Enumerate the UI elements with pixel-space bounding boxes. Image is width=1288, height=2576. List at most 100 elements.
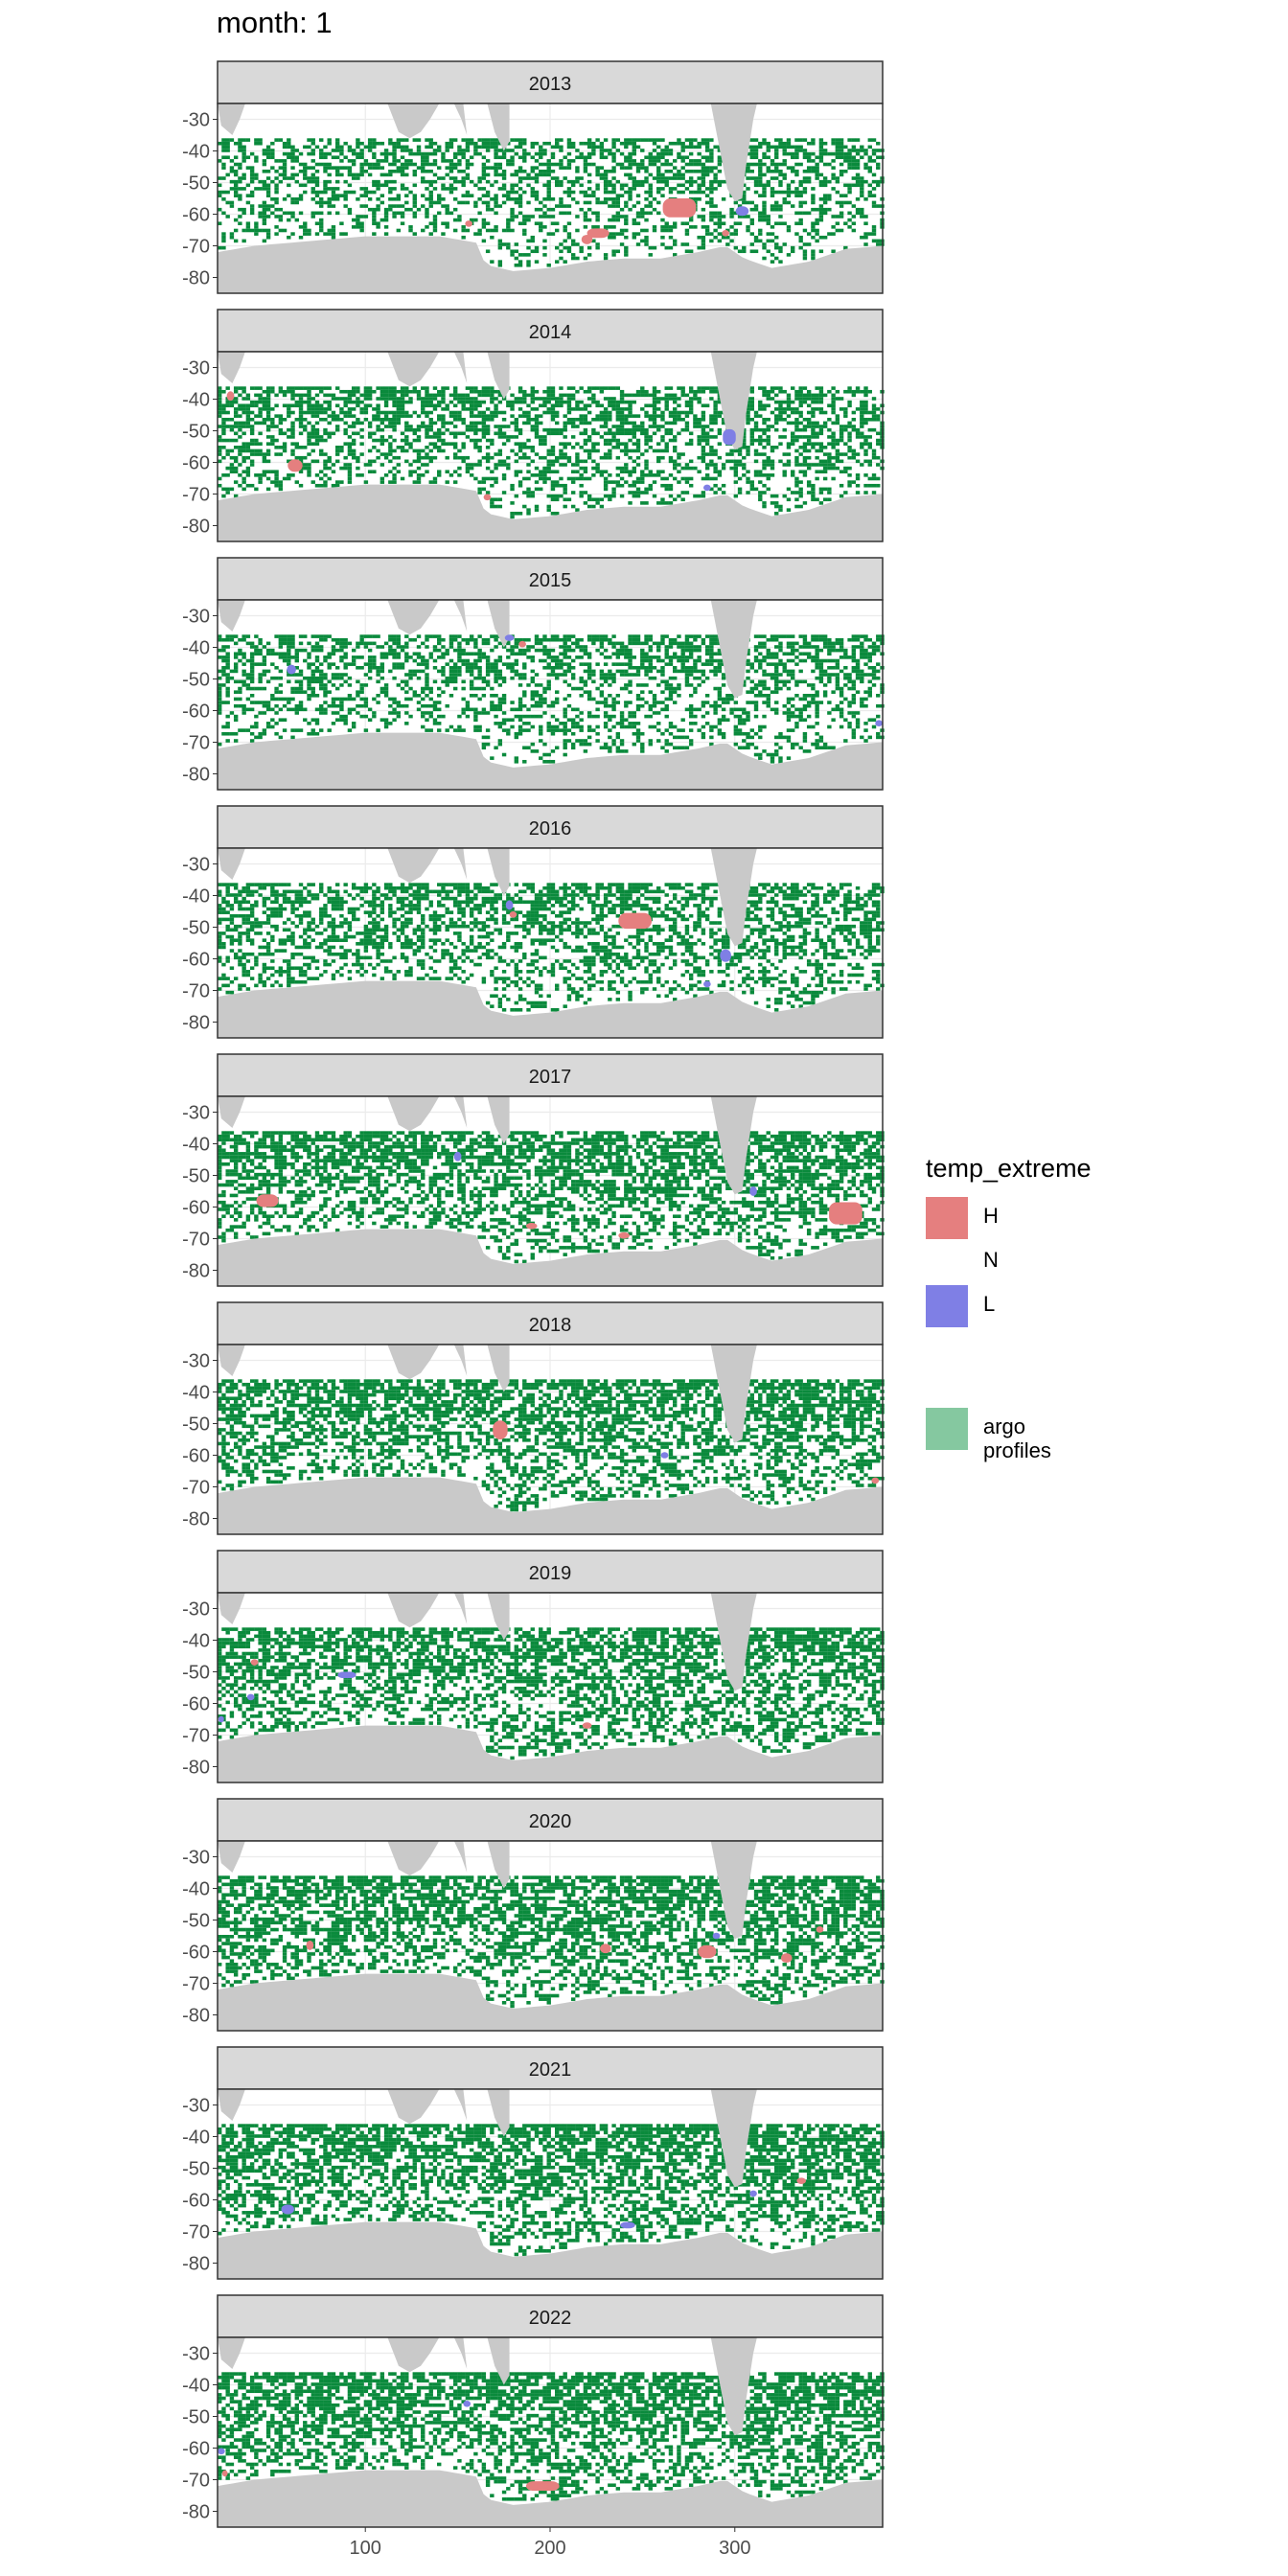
argo-cell bbox=[535, 488, 539, 492]
argo-cell bbox=[510, 516, 514, 519]
argo-cell bbox=[608, 397, 611, 401]
argo-cell bbox=[466, 194, 470, 197]
argo-cell bbox=[624, 394, 628, 398]
argo-cell bbox=[542, 240, 546, 243]
argo-cell bbox=[502, 463, 506, 467]
argo-cell bbox=[798, 386, 802, 390]
argo-cell bbox=[636, 477, 640, 481]
argo-cell bbox=[238, 698, 242, 702]
argo-cell bbox=[242, 449, 245, 453]
argo-cell bbox=[660, 236, 664, 240]
argo-cell bbox=[847, 138, 851, 142]
argo-cell bbox=[364, 159, 368, 163]
argo-cell bbox=[791, 470, 794, 473]
argo-cell bbox=[559, 242, 563, 246]
argo-cell bbox=[685, 180, 689, 184]
argo-cell bbox=[263, 670, 266, 674]
argo-cell bbox=[758, 470, 762, 473]
argo-cell bbox=[453, 418, 457, 422]
argo-cell bbox=[758, 403, 762, 407]
argo-cell bbox=[510, 149, 514, 152]
argo-cell bbox=[811, 491, 815, 494]
argo-cell bbox=[660, 411, 664, 415]
argo-cell bbox=[323, 467, 327, 471]
argo-cell bbox=[567, 460, 571, 464]
argo-cell bbox=[632, 236, 636, 240]
argo-cell bbox=[608, 452, 611, 456]
argo-cell bbox=[279, 708, 283, 712]
argo-cell bbox=[274, 480, 278, 484]
argo-cell bbox=[649, 138, 653, 142]
argo-cell bbox=[770, 208, 774, 212]
argo-cell bbox=[397, 411, 401, 415]
argo-cell bbox=[709, 232, 713, 236]
argo-cell bbox=[303, 677, 307, 680]
argo-cell bbox=[502, 173, 506, 177]
argo-cell bbox=[498, 425, 502, 428]
argo-cell bbox=[234, 690, 238, 694]
argo-cell bbox=[852, 428, 856, 432]
argo-cell bbox=[221, 138, 225, 142]
argo-cell bbox=[359, 170, 363, 173]
argo-cell bbox=[266, 204, 270, 208]
argo-cell bbox=[611, 146, 615, 150]
argo-cell bbox=[624, 470, 628, 473]
argo-cell bbox=[449, 394, 453, 398]
argo-cell bbox=[461, 407, 465, 411]
argo-cell bbox=[339, 701, 343, 704]
argo-cell bbox=[709, 452, 713, 456]
argo-cell bbox=[263, 204, 266, 208]
argo-cell bbox=[250, 403, 254, 407]
argo-cell bbox=[600, 176, 604, 180]
argo-cell bbox=[653, 176, 656, 180]
argo-cell bbox=[762, 246, 766, 250]
argo-cell bbox=[250, 670, 254, 674]
argo-cell bbox=[762, 191, 766, 195]
argo-cell bbox=[319, 191, 323, 195]
argo-cell bbox=[811, 257, 815, 261]
argo-cell bbox=[713, 236, 717, 240]
argo-cell bbox=[591, 394, 595, 398]
argo-cell bbox=[542, 480, 546, 484]
argo-cell bbox=[571, 425, 575, 428]
argo-cell bbox=[742, 456, 746, 460]
argo-cell bbox=[437, 390, 441, 394]
argo-cell bbox=[270, 180, 274, 184]
argo-cell bbox=[734, 494, 738, 498]
argo-cell bbox=[515, 249, 518, 253]
argo-cell bbox=[359, 229, 363, 233]
argo-cell bbox=[531, 191, 535, 195]
argo-cell bbox=[595, 418, 599, 422]
argo-cell bbox=[705, 138, 709, 142]
argo-cell bbox=[632, 460, 636, 464]
argo-cell bbox=[502, 152, 506, 156]
argo-cell bbox=[539, 146, 542, 150]
argo-cell bbox=[571, 386, 575, 390]
argo-cell bbox=[270, 698, 274, 702]
y-tick-label: -30 bbox=[182, 607, 210, 628]
argo-cell bbox=[571, 435, 575, 439]
argo-cell bbox=[778, 386, 782, 390]
argo-cell bbox=[490, 183, 494, 187]
argo-cell bbox=[587, 201, 591, 205]
argo-cell bbox=[380, 411, 384, 415]
argo-cell bbox=[274, 652, 278, 656]
argo-cell bbox=[571, 253, 575, 257]
argo-cell bbox=[290, 390, 294, 394]
argo-cell bbox=[401, 155, 404, 159]
argo-cell bbox=[872, 449, 876, 453]
argo-cell bbox=[425, 225, 428, 229]
argo-cell bbox=[559, 442, 563, 446]
argo-cell bbox=[221, 155, 225, 159]
argo-cell bbox=[339, 146, 343, 150]
argo-cell bbox=[575, 215, 579, 218]
argo-cell bbox=[791, 491, 794, 494]
argo-cell bbox=[510, 163, 514, 167]
argo-cell bbox=[470, 473, 473, 477]
argo-cell bbox=[348, 411, 352, 415]
argo-cell bbox=[860, 194, 863, 197]
argo-cell bbox=[827, 435, 831, 439]
argo-cell bbox=[778, 390, 782, 394]
argo-cell bbox=[702, 242, 705, 246]
argo-cell bbox=[417, 425, 421, 428]
